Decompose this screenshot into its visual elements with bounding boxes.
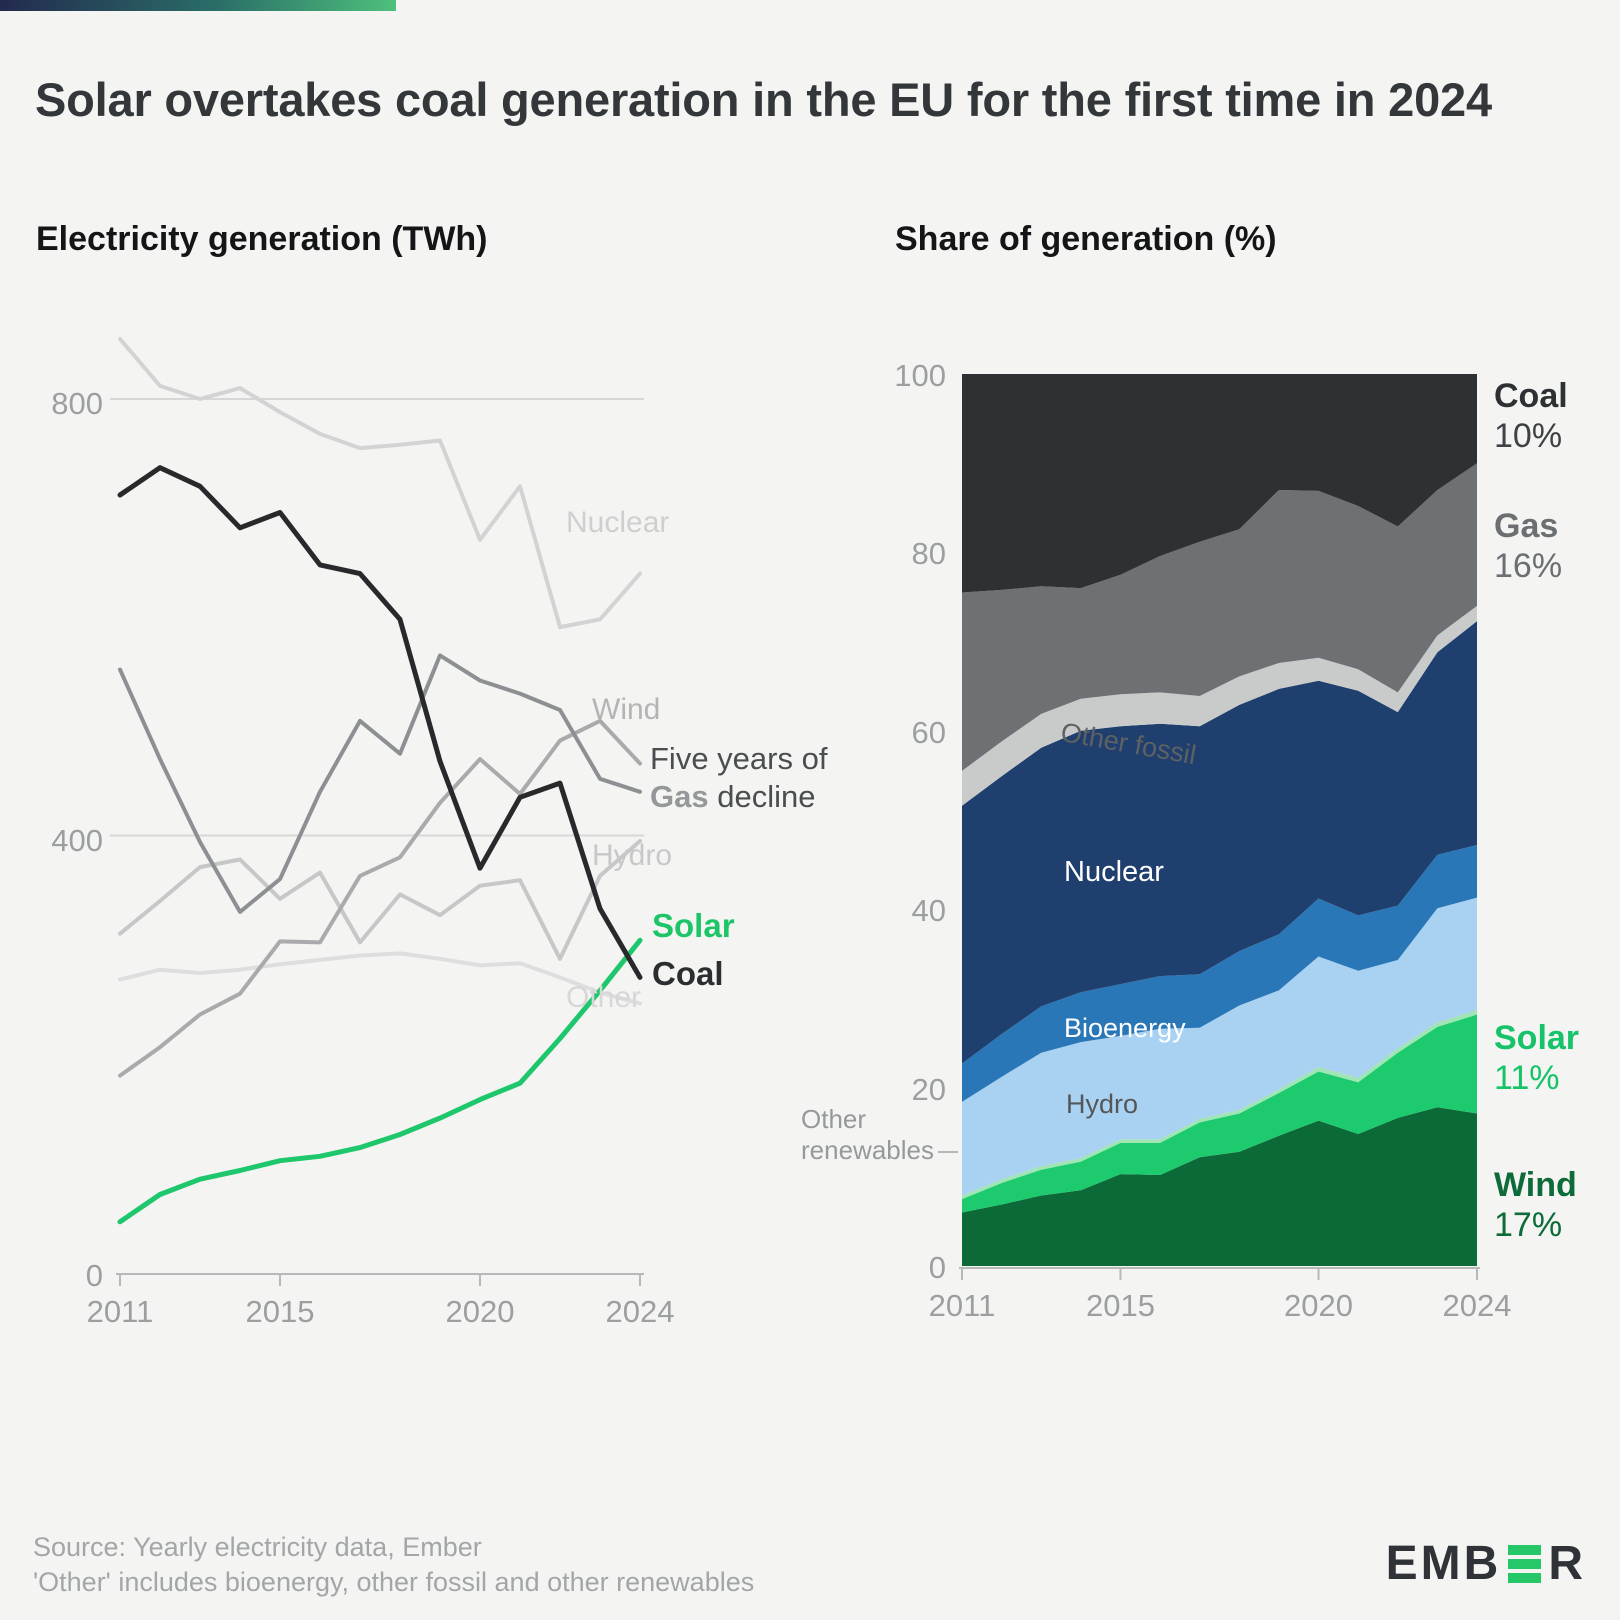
line-series-hydro bbox=[118, 839, 642, 961]
line-series-wind bbox=[118, 718, 642, 1078]
page-title: Solar overtakes coal generation in the E… bbox=[35, 73, 1492, 127]
other-definition-note: 'Other' includes bioenergy, other fossil… bbox=[33, 1567, 755, 1597]
area-series-solar bbox=[962, 1014, 1477, 1213]
area-series-nuclear bbox=[962, 621, 1477, 1064]
line-series-nuclear bbox=[118, 337, 642, 630]
source-note: Source: Yearly electricity data, Ember bbox=[33, 1532, 482, 1562]
area-series-other-fossil bbox=[962, 605, 1477, 806]
line-series-coal bbox=[117, 465, 643, 980]
logo-text-left: EMB bbox=[1385, 1537, 1502, 1590]
logo-text-right: R bbox=[1548, 1537, 1586, 1590]
line-series-other bbox=[118, 951, 642, 1006]
area-series-gas bbox=[962, 463, 1477, 771]
line-series-solar bbox=[117, 937, 643, 1225]
area-series-bioenergy bbox=[962, 845, 1477, 1102]
ember-logo: EMB R bbox=[1386, 1536, 1586, 1591]
area-series-hydro bbox=[962, 897, 1477, 1196]
right-chart-title: Share of generation (%) bbox=[895, 220, 1277, 258]
line-series-gas bbox=[118, 653, 642, 914]
logo-green-e-icon bbox=[1508, 1544, 1542, 1583]
left-chart-title: Electricity generation (TWh) bbox=[36, 220, 488, 258]
area-series-wind bbox=[962, 1107, 1477, 1266]
brand-gradient-bar bbox=[0, 0, 396, 11]
area-series-coal bbox=[962, 374, 1477, 593]
